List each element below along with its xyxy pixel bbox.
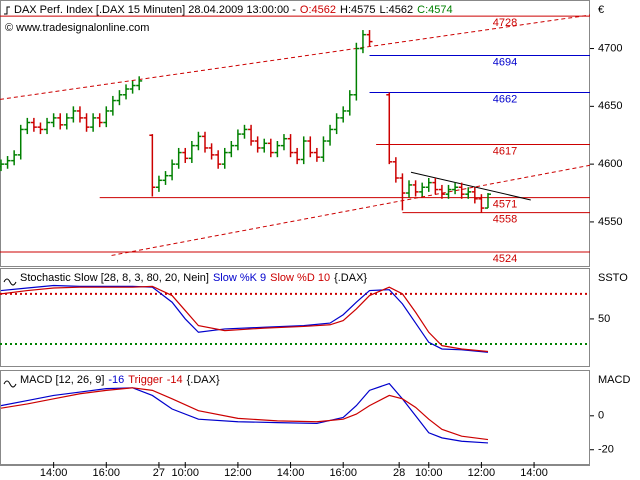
x-tick-label: 16:00 (329, 467, 357, 479)
legend-entry: Trigger (128, 374, 163, 386)
y-tick-label: 4550 (598, 216, 622, 228)
legend: Stochastic Slow [28, 8, 3, 80, 20, Nein]… (20, 272, 367, 284)
legend-last-value: -16 (108, 374, 124, 386)
x-tick-label: 14:00 (277, 467, 305, 479)
plot-area: 4728 4694 4662 4617 4571 4558 4524 (0, 14, 590, 265)
macd-icon (3, 380, 17, 388)
y-tick-label: 50 (598, 313, 610, 325)
series-line (0, 285, 489, 353)
y-tick-label: 4650 (598, 100, 622, 112)
legend-entry: Slow %D 10 (270, 272, 330, 284)
trendline (0, 14, 590, 100)
legend-entry: Slow %K 9 (213, 272, 266, 284)
level-label: 4694 (493, 56, 517, 68)
legend-suffix: {.DAX} (187, 374, 220, 386)
legend-title: Stochastic Slow [28, 8, 3, 80, 20, Nein] (20, 272, 209, 284)
header-open: O:4562 (300, 4, 336, 16)
x-tick-label: 14:00 (40, 467, 68, 479)
legend-title: MACD [12, 26, 9] (20, 374, 104, 386)
trendline (410, 171, 531, 201)
header: DAX Perf. Index [.DAX 15 Minuten] 28.04.… (14, 4, 453, 16)
series-line (0, 387, 489, 441)
copyright: © www.tradesignalonline.com (5, 22, 149, 34)
x-tick-label: 27 (153, 467, 165, 479)
y-tick-label: 4700 (598, 42, 622, 54)
y-tick-label: 4600 (598, 158, 622, 170)
level-label: 4571 (493, 199, 517, 211)
stoch-frame (0, 268, 590, 367)
currency: € (598, 4, 604, 16)
macd-frame (0, 370, 590, 465)
x-tick-label: 12:00 (468, 467, 496, 479)
legend-last-value: -14 (167, 374, 183, 386)
axis-label: SSTO (598, 272, 628, 284)
plot-area (0, 382, 489, 444)
y-tick-label: -20 (598, 444, 614, 456)
x-tick-label: 28 (393, 467, 405, 479)
x-tick-label: 14:00 (520, 467, 548, 479)
series-line (0, 284, 489, 353)
level-label: 4617 (493, 145, 517, 157)
level-label: 4662 (493, 93, 517, 105)
x-tick-label: 16:00 (93, 467, 121, 479)
level-label: 4558 (493, 214, 517, 226)
axis-label: MACD (598, 374, 630, 386)
header-title: DAX Perf. Index [.DAX 15 Minuten] 28.04.… (14, 4, 296, 16)
level-label: 4524 (493, 253, 517, 265)
x-tick-label: 12:00 (224, 467, 252, 479)
legend-suffix: {.DAX} (334, 272, 367, 284)
header-high: H:4575 (340, 4, 375, 16)
header-icon (4, 6, 10, 15)
series-line (0, 382, 489, 444)
x-tick-label: 10:00 (171, 467, 199, 479)
level-label: 4728 (493, 17, 517, 29)
stoch-icon (3, 278, 17, 286)
x-tick-label: 10:00 (415, 467, 443, 479)
plot-area (0, 284, 590, 353)
header-low: L:4562 (379, 4, 413, 16)
legend: MACD [12, 26, 9] -16 Trigger -14 {.DAX} (20, 374, 220, 386)
price-frame (0, 0, 590, 267)
y-tick-label: 0 (598, 410, 604, 422)
header-close: C:4574 (417, 4, 452, 16)
